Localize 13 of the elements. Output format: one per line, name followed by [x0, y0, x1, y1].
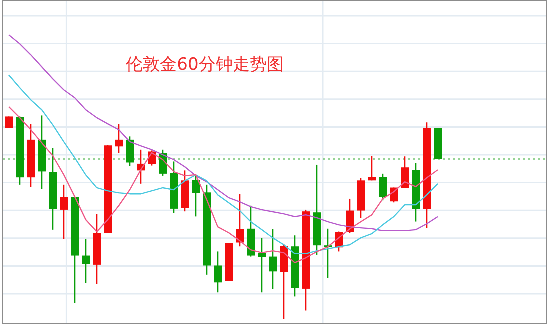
candlestick [258, 238, 266, 294]
candlestick [126, 136, 134, 167]
candlestick [82, 238, 90, 284]
candlestick [115, 124, 123, 154]
candlestick [5, 116, 13, 129]
candlestick [269, 228, 277, 290]
candlestick [379, 173, 387, 202]
candlestick [60, 184, 68, 240]
title: 伦敦金60分钟走势图 [126, 55, 284, 75]
candlestick [401, 156, 409, 190]
candlestick [368, 155, 376, 182]
candlestick [192, 174, 200, 218]
candlestick [214, 251, 222, 294]
